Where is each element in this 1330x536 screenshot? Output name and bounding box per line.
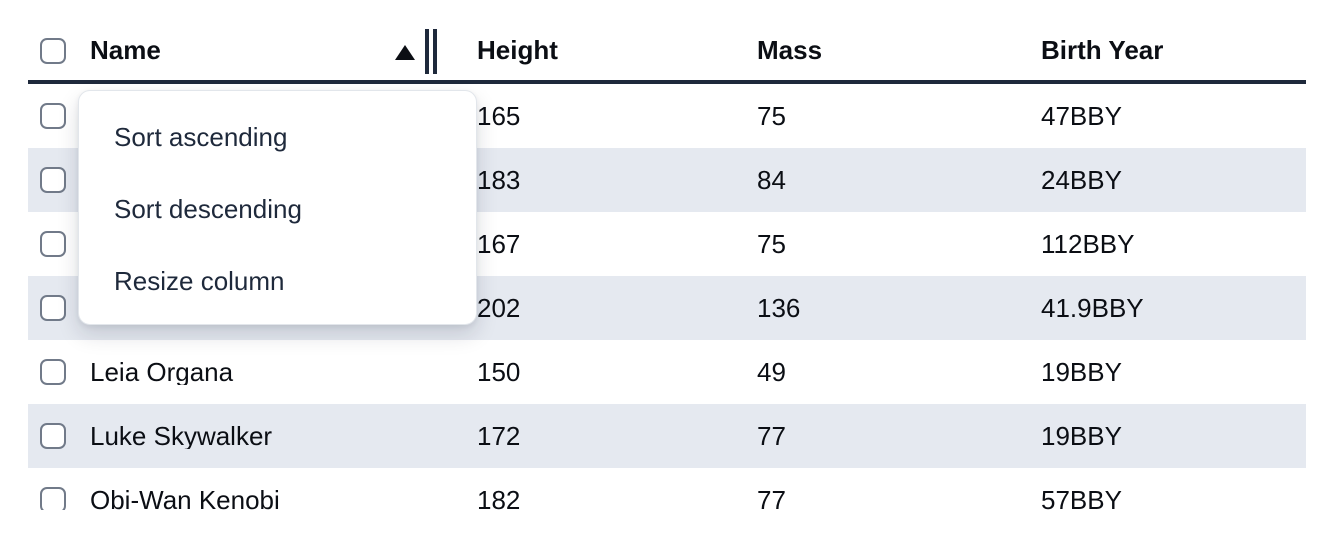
row-checkbox[interactable] <box>40 295 66 321</box>
cell-height: 167 <box>477 231 521 257</box>
cell-name: Leia Organa <box>90 359 234 385</box>
table-header-row: Name Height Mass Birth Year <box>28 0 1306 84</box>
cell-mass: 136 <box>757 295 801 321</box>
row-checkbox[interactable] <box>40 487 66 510</box>
table-row: Leia Organa 150 49 19BBY <box>28 340 1306 404</box>
menu-item-resize-column[interactable]: Resize column <box>114 265 285 296</box>
cell-birth-year: 47BBY <box>1041 103 1122 129</box>
column-header-birth-year[interactable]: Birth Year <box>1041 35 1164 65</box>
resize-bar-icon <box>433 29 437 74</box>
menu-item-sort-ascending[interactable]: Sort ascending <box>114 121 288 152</box>
row-select-cell <box>28 231 78 257</box>
cell-height: 182 <box>477 487 521 510</box>
cell-birth-year: 19BBY <box>1041 359 1122 385</box>
row-checkbox[interactable] <box>40 103 66 129</box>
row-checkbox[interactable] <box>40 167 66 193</box>
row-checkbox[interactable] <box>40 359 66 385</box>
row-checkbox[interactable] <box>40 231 66 257</box>
row-select-cell <box>28 423 78 449</box>
sort-ascending-icon <box>395 45 415 60</box>
cell-birth-year: 24BBY <box>1041 167 1122 193</box>
cell-height: 172 <box>477 423 521 449</box>
cell-mass: 49 <box>757 359 786 385</box>
column-context-menu: Sort ascending Sort descending Resize co… <box>78 90 477 325</box>
cell-mass: 75 <box>757 231 786 257</box>
cell-height: 183 <box>477 167 521 193</box>
row-select-cell <box>28 103 78 129</box>
column-resize-handle-icon[interactable] <box>425 29 437 74</box>
cell-height: 202 <box>477 295 521 321</box>
row-select-cell <box>28 167 78 193</box>
row-select-cell <box>28 359 78 385</box>
cell-height: 165 <box>477 103 521 129</box>
cell-mass: 77 <box>757 487 786 510</box>
table-row: Obi-Wan Kenobi 182 77 57BBY <box>28 468 1306 510</box>
column-header-name[interactable]: Name <box>90 35 161 65</box>
cell-mass: 84 <box>757 167 786 193</box>
select-all-checkbox[interactable] <box>40 38 66 64</box>
cell-birth-year: 112BBY <box>1041 231 1135 257</box>
column-header-mass[interactable]: Mass <box>757 35 823 65</box>
table-row: Luke Skywalker 172 77 19BBY <box>28 404 1306 468</box>
row-select-cell <box>28 295 78 321</box>
menu-item-sort-descending[interactable]: Sort descending <box>114 193 302 224</box>
cell-birth-year: 57BBY <box>1041 487 1122 510</box>
row-checkbox[interactable] <box>40 423 66 449</box>
cell-mass: 75 <box>757 103 786 129</box>
cell-birth-year: 41.9BBY <box>1041 295 1144 321</box>
row-select-cell <box>28 487 78 510</box>
cell-mass: 77 <box>757 423 786 449</box>
cell-birth-year: 19BBY <box>1041 423 1122 449</box>
resize-bar-icon <box>425 29 429 74</box>
column-header-height[interactable]: Height <box>477 35 558 65</box>
cell-height: 150 <box>477 359 521 385</box>
cell-name: Obi-Wan Kenobi <box>90 487 280 510</box>
cell-name: Luke Skywalker <box>90 423 273 449</box>
